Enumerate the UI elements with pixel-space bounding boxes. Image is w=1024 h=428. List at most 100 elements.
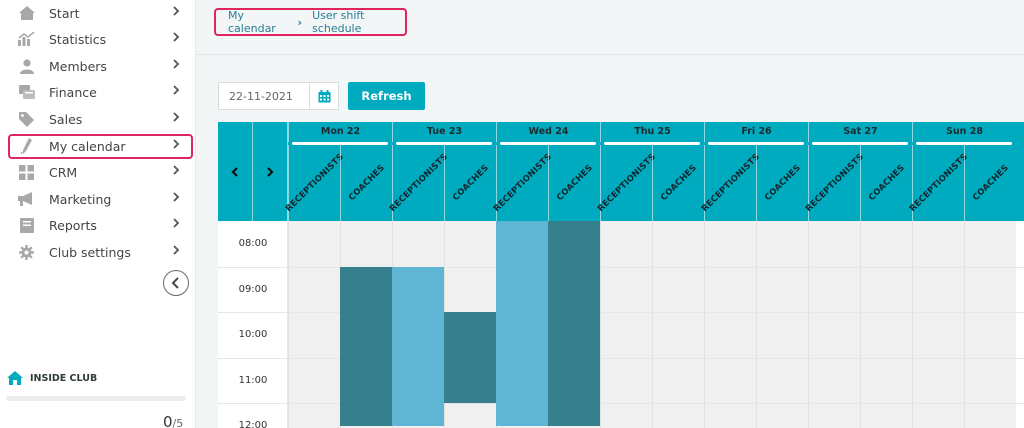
role-label: RECEPTIONISTS: [387, 151, 450, 215]
time-label: 09:00: [238, 283, 268, 295]
role-header: COACHES: [444, 145, 496, 221]
chevron-right-icon: [172, 244, 182, 260]
role-label: RECEPTIONISTS: [491, 151, 554, 215]
sidebar-item-crm[interactable]: CRM: [0, 159, 196, 185]
role-header: RECEPTIONISTS: [491, 145, 554, 221]
breadcrumb-user-shift-schedule[interactable]: User shift schedule: [312, 9, 365, 35]
schedule-column[interactable]: [600, 221, 652, 428]
arrow-left-icon: [231, 166, 238, 177]
receptionist-shift-block[interactable]: [392, 266, 444, 426]
day-header: Tue 23: [392, 122, 496, 142]
schedule-column[interactable]: [756, 221, 808, 428]
role-label: RECEPTIONISTS: [595, 151, 658, 215]
hour-divider: [218, 312, 1024, 313]
sidebar-item-start[interactable]: Start: [0, 0, 196, 26]
time-label: 12:00: [238, 420, 268, 428]
receptionist-shift-block[interactable]: [496, 221, 548, 426]
sidebar-item-reports[interactable]: Reports: [0, 212, 196, 238]
hour-divider: [218, 266, 1024, 268]
breadcrumb-chevron-icon: ›: [297, 15, 303, 29]
chevron-right-icon: [172, 191, 182, 207]
chart-icon: [18, 31, 35, 47]
day-header: Fri 26: [704, 122, 808, 142]
inside-club-max: 5: [176, 417, 184, 428]
arrow-right-icon: [267, 166, 274, 177]
inside-club-count: 0/5: [163, 413, 183, 428]
date-picker-button[interactable]: [309, 82, 339, 110]
shift-schedule: Mon 22 RECEPTIONISTS COACHES Tue 23 RECEPTIO…: [218, 122, 1024, 428]
schedule-column[interactable]: [808, 221, 860, 428]
chevron-right-icon: [172, 138, 182, 154]
sidebar-item-label: Statistics: [49, 31, 107, 47]
grid-icon: [18, 164, 35, 180]
day-header: Wed 24: [496, 122, 600, 142]
day-header: Sat 27: [808, 122, 912, 142]
chevron-left-icon: [171, 277, 179, 289]
role-header: RECEPTIONISTS: [907, 145, 970, 221]
role-label: COACHES: [658, 163, 699, 203]
calendar-icon: [318, 89, 330, 102]
breadcrumb: My calendar › User shift schedule: [214, 8, 407, 36]
day-underline: [396, 142, 492, 145]
hour-divider: [218, 357, 1024, 359]
date-input[interactable]: [218, 82, 310, 110]
day-header: Mon 22: [288, 122, 392, 142]
role-label: RECEPTIONISTS: [803, 151, 866, 215]
chevron-right-icon: [172, 5, 182, 21]
sidebar: Start Statistics Members Finance Sales My cal…: [0, 0, 196, 428]
schedule-grid: 08:00 09:00 10:00 11:00 12:00: [218, 221, 1024, 428]
collapse-sidebar-button[interactable]: [163, 270, 189, 296]
chevron-right-icon: [172, 217, 182, 233]
chevron-right-icon: [172, 58, 182, 74]
day-header: Thu 25: [600, 122, 704, 142]
megaphone-icon: [18, 191, 35, 207]
schedule-column[interactable]: [912, 221, 964, 428]
schedule-column[interactable]: [704, 221, 756, 428]
sidebar-item-my-calendar[interactable]: My calendar: [0, 133, 196, 159]
sidebar-item-marketing[interactable]: Marketing: [0, 186, 196, 212]
schedule-column[interactable]: [652, 221, 704, 428]
sidebar-item-sales[interactable]: Sales: [0, 106, 196, 132]
sidebar-item-label: Club settings: [49, 244, 131, 260]
day-header: Sun 28: [912, 122, 1016, 142]
role-header: RECEPTIONISTS: [387, 145, 450, 221]
role-header: COACHES: [964, 145, 1016, 221]
time-label: 10:00: [238, 329, 268, 340]
day-underline: [604, 142, 700, 145]
sidebar-item-members[interactable]: Members: [0, 53, 196, 79]
role-header: COACHES: [548, 145, 600, 221]
next-week-button[interactable]: [253, 122, 288, 221]
inside-club-separator: /: [172, 417, 177, 428]
role-label: RECEPTIONISTS: [283, 151, 346, 215]
time-column: 08:00 09:00 10:00 11:00 12:00: [218, 221, 288, 428]
role-header: RECEPTIONISTS: [283, 145, 346, 221]
role-header: RECEPTIONISTS: [803, 145, 866, 221]
sidebar-item-label: Reports: [49, 217, 97, 233]
role-header: COACHES: [340, 145, 392, 221]
sidebar-item-finance[interactable]: Finance: [0, 79, 196, 105]
sidebar-item-label: Finance: [49, 84, 97, 100]
role-label: COACHES: [450, 163, 491, 203]
role-header: COACHES: [756, 145, 808, 221]
sidebar-item-club-settings[interactable]: Club settings: [0, 239, 196, 265]
breadcrumb-my-calendar[interactable]: My calendar: [228, 9, 276, 35]
chevron-right-icon: [172, 31, 182, 47]
role-header: RECEPTIONISTS: [595, 145, 658, 221]
sidebar-item-label: Marketing: [49, 191, 112, 207]
schedule-column[interactable]: [860, 221, 912, 428]
day-underline: [708, 142, 804, 145]
coach-shift-block[interactable]: [444, 312, 496, 403]
sidebar-item-label: Sales: [49, 111, 83, 127]
refresh-button[interactable]: Refresh: [348, 82, 425, 110]
finance-icon: [18, 84, 35, 100]
previous-week-button[interactable]: [218, 122, 253, 221]
role-label: COACHES: [554, 163, 595, 203]
role-label: COACHES: [866, 163, 907, 203]
sidebar-item-statistics[interactable]: Statistics: [0, 26, 196, 52]
coach-shift-block[interactable]: [548, 221, 600, 426]
chevron-right-icon: [172, 84, 182, 100]
role-label: RECEPTIONISTS: [907, 151, 970, 215]
schedule-column[interactable]: [964, 221, 1016, 428]
coach-shift-block[interactable]: [340, 266, 392, 426]
schedule-column[interactable]: [288, 221, 340, 428]
